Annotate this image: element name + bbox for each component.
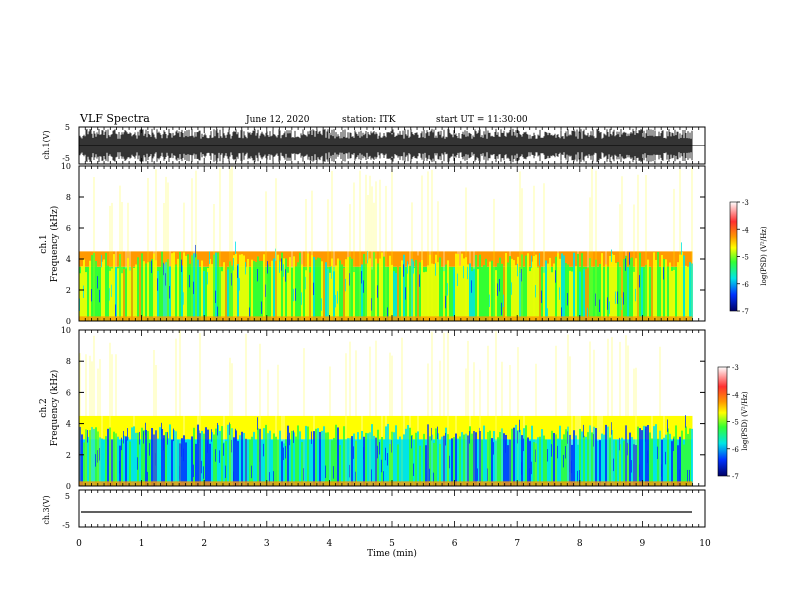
ch1-spectrogram-panel: 0 2 4 6 8 10 ch.1 Frequency (kHz) <box>39 162 706 326</box>
ch2-colorbar-gradient <box>717 366 728 477</box>
time-axis-tick-7: 7 <box>514 539 520 549</box>
time-axis-tick-6: 6 <box>452 539 458 549</box>
cb1-ticks-label-1: -4 <box>742 226 749 234</box>
ch2-spectrogram-ylabel-channel: ch.2 <box>39 398 49 417</box>
ch1-spectrogram-ylabel-freq: Frequency (kHz) <box>49 206 60 283</box>
cb2-ticks-label-4: -7 <box>732 473 739 481</box>
ch1-waveform-trace <box>79 128 705 163</box>
figure-station: station: ITK <box>342 115 396 125</box>
ch1-colorbar: -3 -4 -5 -6 -7 log(PSD) (V²/Hz) <box>729 199 768 316</box>
spec2-yticks-label-3: 6 <box>66 388 71 397</box>
time-axis-tick-4: 4 <box>327 539 333 549</box>
cb2-ticks-label-1: -4 <box>732 391 739 399</box>
ch3-waveform-ylabel: ch.3(V) <box>42 495 51 524</box>
cb2-ticks-label-2: -5 <box>732 419 739 427</box>
figure-title: VLF Spectra <box>79 112 150 125</box>
time-axis-tick-1: 1 <box>139 539 145 549</box>
spec1-yticks-label-2: 4 <box>66 255 71 264</box>
figure-start-time: start UT = 11:30:00 <box>436 115 528 125</box>
spec2-yticks-label-2: 4 <box>66 420 71 429</box>
spec1-yticks-label-5: 10 <box>61 162 71 171</box>
ch1-waveform-ylabel: ch.1(V) <box>42 130 51 159</box>
spec2-yticks-label-4: 8 <box>66 357 71 366</box>
spec2-yticks-label-1: 2 <box>66 451 71 460</box>
spec2-yticks-label-0: 0 <box>66 482 71 491</box>
cb1-ticks-label-0: -3 <box>742 199 749 207</box>
time-axis-tick-5: 5 <box>389 539 395 549</box>
cb1-ticks-label-2: -5 <box>742 254 749 262</box>
time-axis-tick-10: 10 <box>699 539 711 549</box>
ch2-colorbar: -3 -4 -5 -6 -7 log(PSD) (V²/Hz) <box>717 364 749 481</box>
time-axis: 0 1 2 3 4 5 6 7 8 9 10 <box>76 127 711 549</box>
figure-date: June 12, 2020 <box>245 115 310 125</box>
spec1-yticks-label-3: 6 <box>66 224 71 233</box>
ch2-spectrogram-ylabel-freq: Frequency (kHz) <box>49 370 60 447</box>
time-axis-label: Time (min) <box>367 548 417 559</box>
ch1-spectrogram-ylabel-channel: ch.1 <box>39 234 49 253</box>
time-axis-tick-0: 0 <box>76 539 82 549</box>
ch2-spectrogram-image <box>79 330 693 486</box>
spec1-yticks-label-1: 2 <box>66 286 71 295</box>
ch1-spectrogram-image <box>79 166 693 321</box>
cb2-ticks-label-0: -3 <box>732 364 739 372</box>
time-axis-tick-3: 3 <box>264 539 270 549</box>
ch2-spectrogram-panel: 0 2 4 6 8 10 ch.2 Frequency (kHz) <box>39 326 706 491</box>
ch2-colorbar-label: log(PSD) (V²/Hz) <box>741 391 749 450</box>
ch3-waveform-ytick-top: 5 <box>65 492 70 501</box>
ch1-colorbar-label: log(PSD) (V²/Hz) <box>760 226 768 285</box>
ch3-waveform-ytick-bottom: -5 <box>62 521 70 530</box>
time-axis-tick-8: 8 <box>577 539 583 549</box>
spec1-yticks-label-0: 0 <box>66 317 71 326</box>
cb1-ticks-label-3: -6 <box>742 281 749 289</box>
time-axis-tick-2: 2 <box>201 539 207 549</box>
cb1-ticks-label-4: -7 <box>742 308 749 316</box>
spec2-yticks-label-5: 10 <box>61 326 71 335</box>
spec1-yticks-label-4: 8 <box>66 193 71 202</box>
ch1-colorbar-gradient <box>729 201 738 312</box>
time-axis-tick-9: 9 <box>640 539 646 549</box>
ch1-waveform-ytick-top: 5 <box>65 123 70 132</box>
ch1-waveform-ytick-bottom: -5 <box>62 154 70 163</box>
cb2-ticks-label-3: -6 <box>732 446 739 454</box>
